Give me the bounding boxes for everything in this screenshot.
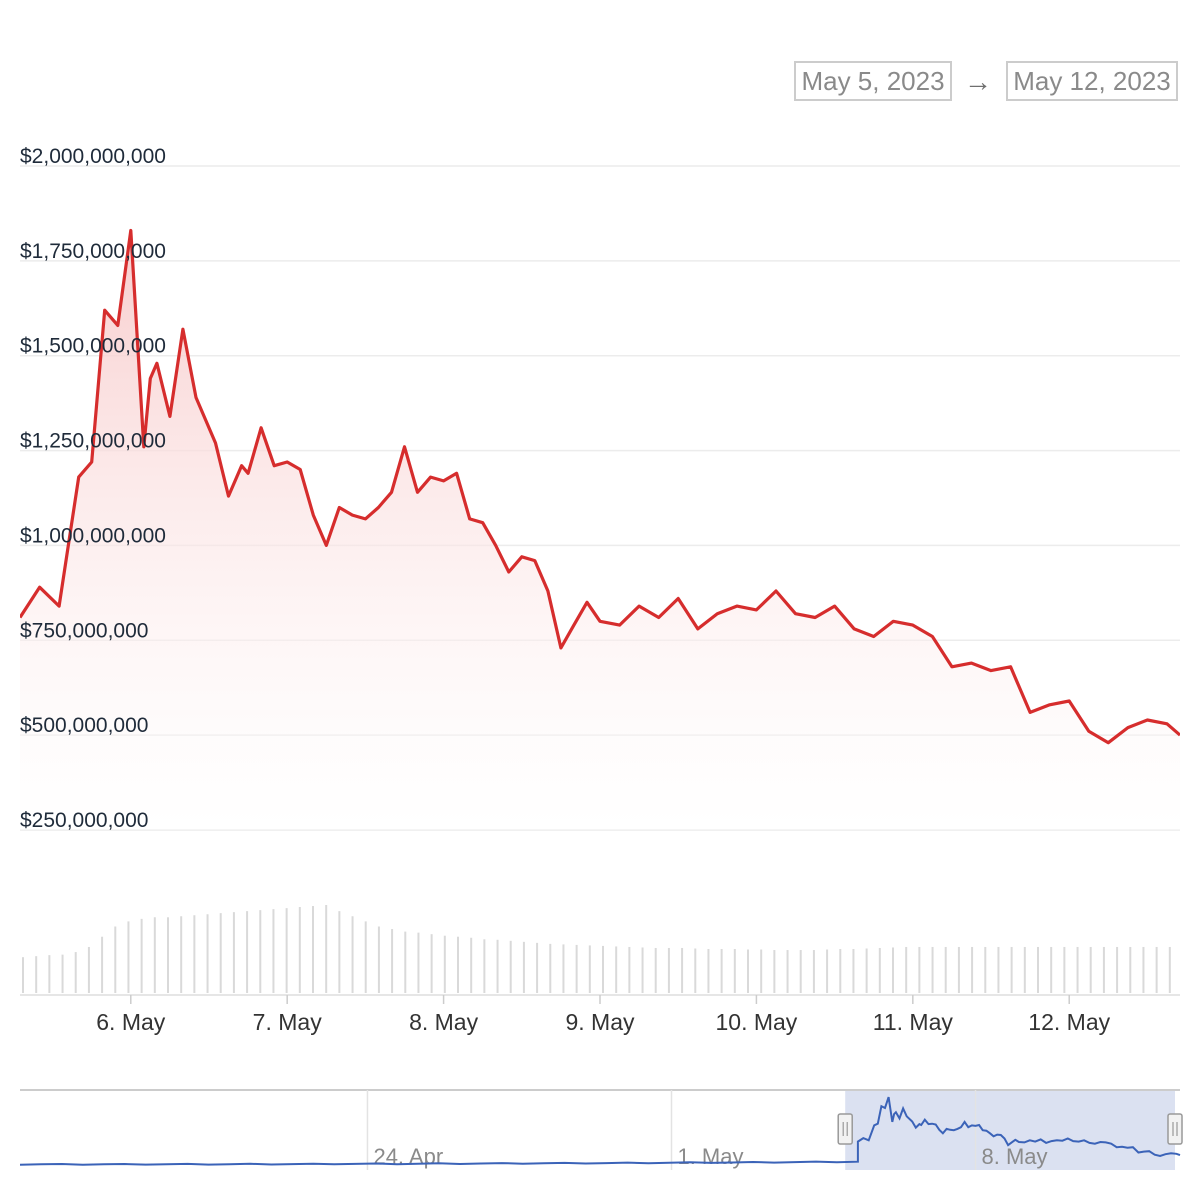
y-tick-label: $750,000,000 bbox=[20, 619, 148, 642]
navigator-tick-label: 8. May bbox=[982, 1144, 1048, 1169]
price-line bbox=[20, 228, 1180, 745]
navigator-series-line bbox=[19, 1096, 1181, 1166]
range-from-input[interactable]: May 5, 2023 bbox=[794, 61, 952, 101]
range-arrow-icon: → bbox=[964, 66, 992, 97]
y-tick-label: $1,250,000,000 bbox=[20, 430, 166, 453]
y-tick-label: $250,000,000 bbox=[20, 809, 148, 832]
x-tick-label: 12. May bbox=[1028, 1009, 1110, 1035]
y-tick-label: $1,750,000,000 bbox=[20, 240, 166, 263]
navigator-tick-label: 1. May bbox=[677, 1144, 743, 1169]
x-tick-label: 6. May bbox=[96, 1009, 166, 1035]
x-tick-label: 7. May bbox=[253, 1009, 323, 1035]
navigator[interactable]: 24. Apr 1. May 8. May bbox=[19, 1089, 1183, 1170]
y-tick-label: $2,000,000,000 bbox=[20, 145, 166, 168]
range-to-input[interactable]: May 12, 2023 bbox=[1006, 61, 1178, 101]
x-tick-label: 11. May bbox=[873, 1009, 954, 1035]
y-tick-label: $1,500,000,000 bbox=[20, 335, 166, 358]
navigator-selected-range[interactable] bbox=[845, 1090, 1175, 1170]
x-tick-label: 10. May bbox=[715, 1009, 797, 1035]
x-tick-label: 9. May bbox=[565, 1009, 635, 1035]
navigator-tick-label: 24. Apr bbox=[373, 1144, 443, 1169]
price-area bbox=[20, 228, 1180, 830]
y-tick-label: $500,000,000 bbox=[20, 714, 148, 737]
price-area-fill bbox=[20, 230, 1180, 830]
date-range-selector: May 5, 2023 → May 12, 2023 bbox=[0, 0, 1200, 120]
navigator-right-handle[interactable] bbox=[1167, 1113, 1183, 1145]
x-tick-label: 8. May bbox=[409, 1009, 479, 1035]
y-tick-label: $1,000,000,000 bbox=[20, 524, 166, 547]
x-axis: 6. May 7. May 8. May 9. May 10. May 11. May 12… bbox=[20, 994, 1180, 1035]
y-axis: $2,000,000,000 $1,750,000,000 $1,500,000,0… bbox=[20, 145, 166, 832]
navigator-left-handle[interactable] bbox=[837, 1113, 853, 1145]
volume-bars bbox=[22, 905, 1171, 993]
